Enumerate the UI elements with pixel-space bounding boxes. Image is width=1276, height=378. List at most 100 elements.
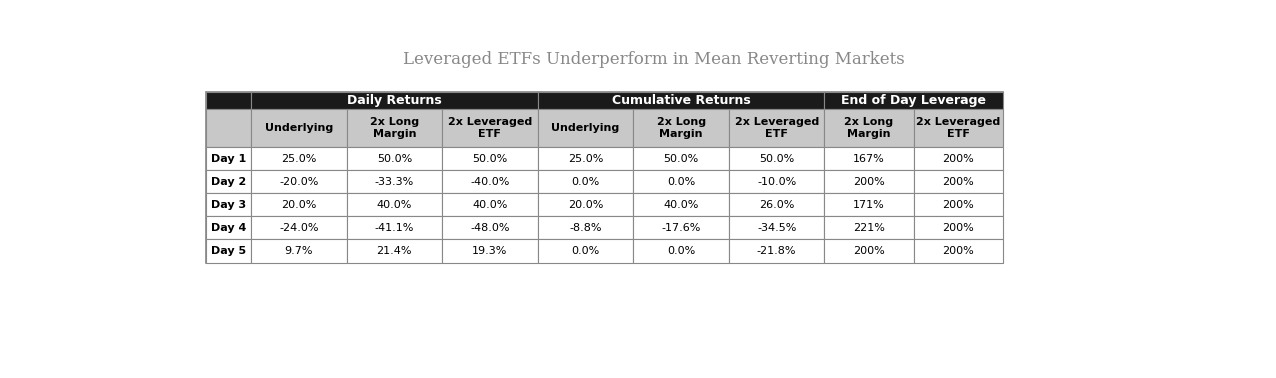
- Bar: [729, 239, 824, 262]
- Text: -41.1%: -41.1%: [375, 223, 413, 233]
- Bar: [205, 239, 251, 262]
- Bar: [914, 193, 1003, 216]
- Text: 2x Long
Margin: 2x Long Margin: [370, 117, 419, 139]
- Text: 167%: 167%: [854, 153, 884, 164]
- Text: 200%: 200%: [942, 223, 974, 233]
- Text: End of Day Leverage: End of Day Leverage: [841, 93, 986, 107]
- Bar: [824, 193, 914, 216]
- Bar: [824, 239, 914, 262]
- Bar: [441, 239, 537, 262]
- Text: 50.0%: 50.0%: [664, 153, 699, 164]
- Bar: [633, 239, 729, 262]
- Text: Underlying: Underlying: [264, 123, 333, 133]
- Text: 40.0%: 40.0%: [376, 200, 412, 210]
- Text: -8.8%: -8.8%: [569, 223, 602, 233]
- Bar: [537, 216, 633, 239]
- Bar: [914, 216, 1003, 239]
- Text: 171%: 171%: [854, 200, 884, 210]
- Bar: [441, 147, 537, 170]
- Text: 0.0%: 0.0%: [572, 177, 600, 187]
- Bar: [729, 108, 824, 147]
- Text: 50.0%: 50.0%: [376, 153, 412, 164]
- Bar: [537, 193, 633, 216]
- Bar: [729, 193, 824, 216]
- Bar: [914, 147, 1003, 170]
- Bar: [251, 147, 347, 170]
- Bar: [914, 170, 1003, 193]
- Bar: [441, 108, 537, 147]
- Text: 0.0%: 0.0%: [667, 177, 695, 187]
- Text: Day 5: Day 5: [211, 246, 246, 256]
- Bar: [729, 147, 824, 170]
- Text: 200%: 200%: [942, 177, 974, 187]
- Bar: [537, 91, 824, 108]
- Text: -33.3%: -33.3%: [375, 177, 413, 187]
- Text: Day 3: Day 3: [211, 200, 246, 210]
- Text: -40.0%: -40.0%: [471, 177, 509, 187]
- Text: 50.0%: 50.0%: [472, 153, 508, 164]
- Bar: [537, 147, 633, 170]
- Bar: [347, 216, 441, 239]
- Text: Daily Returns: Daily Returns: [347, 93, 441, 107]
- Bar: [441, 216, 537, 239]
- Bar: [347, 147, 441, 170]
- Bar: [347, 239, 441, 262]
- Text: 40.0%: 40.0%: [664, 200, 699, 210]
- Text: Underlying: Underlying: [551, 123, 620, 133]
- Text: Day 4: Day 4: [211, 223, 246, 233]
- Bar: [347, 193, 441, 216]
- Bar: [441, 170, 537, 193]
- Text: 2x Leveraged
ETF: 2x Leveraged ETF: [916, 117, 1000, 139]
- Text: 200%: 200%: [854, 246, 884, 256]
- Text: -17.6%: -17.6%: [661, 223, 701, 233]
- Bar: [441, 193, 537, 216]
- Bar: [824, 91, 1003, 108]
- Text: 50.0%: 50.0%: [759, 153, 794, 164]
- Text: -21.8%: -21.8%: [757, 246, 796, 256]
- Text: 200%: 200%: [942, 246, 974, 256]
- Text: 200%: 200%: [942, 153, 974, 164]
- Text: 25.0%: 25.0%: [568, 153, 604, 164]
- Bar: [205, 91, 1003, 262]
- Bar: [251, 91, 537, 108]
- Text: 19.3%: 19.3%: [472, 246, 508, 256]
- Bar: [824, 170, 914, 193]
- Bar: [633, 108, 729, 147]
- Text: 2x Long
Margin: 2x Long Margin: [657, 117, 706, 139]
- Bar: [205, 108, 251, 147]
- Text: 25.0%: 25.0%: [281, 153, 316, 164]
- Bar: [914, 108, 1003, 147]
- Bar: [729, 216, 824, 239]
- Bar: [537, 108, 633, 147]
- Bar: [633, 216, 729, 239]
- Text: 20.0%: 20.0%: [281, 200, 316, 210]
- Bar: [251, 239, 347, 262]
- Bar: [633, 170, 729, 193]
- Text: 9.7%: 9.7%: [285, 246, 313, 256]
- Text: -10.0%: -10.0%: [757, 177, 796, 187]
- Text: -24.0%: -24.0%: [279, 223, 319, 233]
- Bar: [633, 147, 729, 170]
- Text: Cumulative Returns: Cumulative Returns: [611, 93, 750, 107]
- Bar: [537, 170, 633, 193]
- Text: 21.4%: 21.4%: [376, 246, 412, 256]
- Text: -48.0%: -48.0%: [470, 223, 509, 233]
- Bar: [251, 108, 347, 147]
- Bar: [729, 170, 824, 193]
- Text: 2x Long
Margin: 2x Long Margin: [845, 117, 893, 139]
- Text: 40.0%: 40.0%: [472, 200, 508, 210]
- Bar: [205, 170, 251, 193]
- Text: 26.0%: 26.0%: [759, 200, 795, 210]
- Text: Day 2: Day 2: [211, 177, 246, 187]
- Bar: [824, 108, 914, 147]
- Text: 0.0%: 0.0%: [667, 246, 695, 256]
- Bar: [251, 170, 347, 193]
- Text: -20.0%: -20.0%: [279, 177, 319, 187]
- Text: Leveraged ETFs Underperform in Mean Reverting Markets: Leveraged ETFs Underperform in Mean Reve…: [403, 51, 905, 68]
- Bar: [205, 216, 251, 239]
- Text: -34.5%: -34.5%: [757, 223, 796, 233]
- Bar: [347, 170, 441, 193]
- Text: Day 1: Day 1: [211, 153, 246, 164]
- Text: 2x Leveraged
ETF: 2x Leveraged ETF: [448, 117, 532, 139]
- Bar: [347, 108, 441, 147]
